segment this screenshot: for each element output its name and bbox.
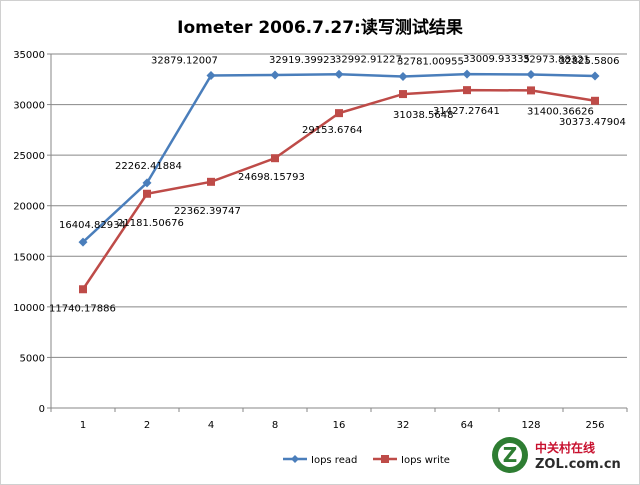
x-tick-label-2: 4: [208, 420, 214, 431]
data-label-0-3: 32919.39923: [269, 55, 336, 66]
data-label-1-1: 21181.50676: [117, 218, 184, 229]
data-label-1-2: 22362.39747: [174, 206, 241, 217]
data-label-0-8: 32825.5806: [559, 56, 619, 67]
point-1-7: [527, 86, 535, 95]
y-tick-label-7: 35000: [13, 50, 45, 61]
point-1-3: [271, 154, 279, 163]
y-tick-label-5: 25000: [13, 151, 45, 162]
chart-title: Iometer 2006.7.27:读写测试结果: [177, 17, 463, 38]
y-tick-label-0: 0: [39, 404, 45, 415]
x-tick-label-1: 2: [144, 420, 150, 431]
point-0-2: [206, 70, 216, 80]
x-tick-label-4: 16: [333, 420, 346, 431]
x-tick-label-6: 64: [461, 420, 474, 431]
y-axis-ticks: 0 5000 10000 15000 20000 25000 30000 35000: [13, 50, 51, 415]
zol-logo-icon: Z: [492, 437, 528, 473]
watermark-cn: 中关村在线: [535, 440, 595, 455]
data-label-0-0: 16404.82934: [59, 220, 126, 231]
x-axis-ticks: 1 2 4 8 16 32 64 128 256: [50, 408, 628, 431]
legend-label-0: Iops read: [311, 455, 357, 466]
data-label-0-2: 32879.12007: [151, 55, 218, 66]
point-1-4: [335, 109, 343, 118]
data-label-0-5: 32781.00955: [397, 56, 464, 67]
point-1-1: [143, 189, 151, 198]
legend-marker-1: [381, 455, 389, 463]
point-0-4: [334, 69, 344, 79]
point-1-6: [463, 86, 471, 95]
x-tick-label-3: 8: [272, 420, 278, 431]
watermark: Z 中关村在线 ZOL.com.cn: [492, 437, 621, 473]
data-label-1-4: 29153.6764: [302, 125, 362, 136]
watermark-en: ZOL.com.cn: [535, 457, 621, 472]
data-label-1-6: 31427.27641: [433, 106, 500, 117]
data-label-1-3: 24698.15793: [238, 172, 305, 183]
zol-logo-letter: Z: [503, 443, 518, 467]
x-tick-label-7: 128: [521, 420, 540, 431]
data-label-0-7: 32973.88321: [523, 54, 590, 65]
point-0-5: [398, 71, 408, 81]
point-1-8: [591, 96, 599, 105]
data-label-1-0: 11740.17886: [49, 303, 116, 314]
gridlines: [51, 53, 627, 358]
x-tick-label-5: 32: [397, 420, 410, 431]
y-tick-label-3: 15000: [13, 252, 45, 263]
legend-label-1: Iops write: [401, 455, 450, 466]
point-0-8: [590, 71, 600, 81]
x-tick-label-0: 1: [80, 420, 86, 431]
data-label-1-8: 30373.47904: [559, 117, 626, 128]
point-0-0: [78, 237, 88, 247]
data-label-0-4: 32992.91227: [335, 54, 402, 65]
point-1-2: [207, 177, 215, 186]
axes: [50, 54, 627, 409]
point-0-6: [462, 69, 472, 79]
legend: Iops read Iops write: [283, 455, 450, 466]
data-label-0-6: 33009.93335: [463, 54, 530, 65]
data-label-0-1: 22262.41884: [115, 161, 182, 172]
series-layer: [78, 69, 600, 294]
y-tick-label-1: 5000: [20, 353, 45, 364]
data-label-1-7: 31400.36626: [527, 106, 594, 117]
y-tick-label-2: 10000: [13, 303, 45, 314]
point-0-1: [142, 178, 152, 188]
y-tick-label-6: 30000: [13, 101, 45, 112]
data-label-1-5: 31038.5648: [393, 110, 453, 121]
y-tick-label-4: 20000: [13, 202, 45, 213]
legend-marker-0: [291, 455, 299, 463]
point-1-5: [399, 90, 407, 99]
x-tick-label-8: 256: [585, 420, 604, 431]
point-0-7: [526, 69, 536, 79]
point-0-3: [270, 70, 280, 80]
data-labels: 16404.82934 22262.41884 32879.12007 32919.3…: [49, 54, 626, 314]
point-1-0: [79, 285, 87, 294]
